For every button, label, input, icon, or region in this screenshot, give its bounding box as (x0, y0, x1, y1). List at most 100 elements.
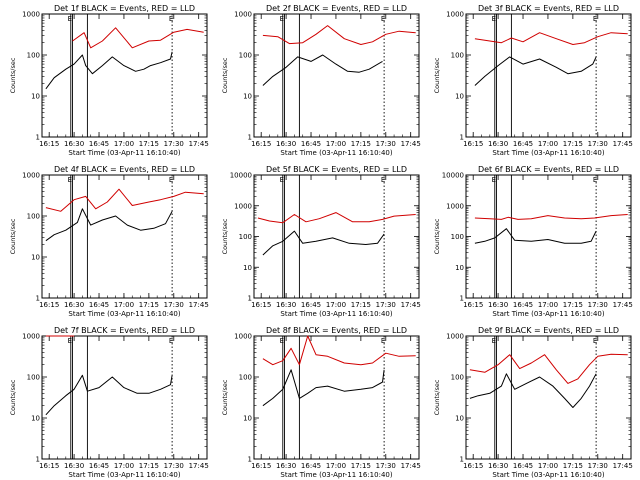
y-axis-label: Counts/sec (221, 218, 229, 254)
x-tick-label: 17:45 (401, 140, 421, 148)
y-tick-label: 100 (239, 374, 252, 382)
y-tick-label: 10000 (230, 172, 252, 180)
x-tick-label: 16:45 (513, 140, 533, 148)
x-axis-label: Start Time (03-Apr-11 16:10:40) (280, 471, 392, 479)
x-tick-label: 17:45 (401, 301, 421, 309)
panel-title: Det 2f BLACK = Events, RED = LLD (266, 4, 407, 13)
x-tick-label: 17:45 (189, 301, 209, 309)
events-series-line (262, 369, 385, 407)
x-tick-label: 16:15 (39, 140, 59, 148)
x-tick-label: 17:15 (139, 301, 159, 309)
x-tick-label: 17:45 (613, 301, 633, 309)
y-tick-label: 1 (248, 295, 252, 303)
y-tick-label: 1 (248, 456, 252, 464)
event-marker-label: E (593, 337, 597, 345)
y-axis-label: Counts/sec (9, 218, 17, 254)
y-axis-label: Counts/sec (9, 379, 17, 415)
x-tick-label: 17:00 (538, 140, 558, 148)
x-tick-label: 17:00 (538, 301, 558, 309)
x-tick-label: 16:45 (513, 462, 533, 470)
lld-series-line (262, 335, 416, 366)
x-tick-label: 17:00 (114, 462, 134, 470)
panel-title: Det 7f BLACK = Events, RED = LLD (54, 326, 195, 335)
y-tick-label: 10 (243, 93, 252, 101)
y-axis-label: Counts/sec (433, 379, 441, 415)
plot-frame (253, 13, 420, 138)
y-tick-label: 1 (248, 134, 252, 142)
x-tick-label: 17:30 (376, 462, 396, 470)
panel-3: Det 3f BLACK = Events, RED = LLD 1 10 100 10… (433, 4, 633, 157)
y-tick-label: 1 (36, 134, 40, 142)
x-tick-label: 16:30 (276, 140, 296, 148)
y-tick-label: 100 (451, 233, 464, 241)
x-axis-label: Start Time (03-Apr-11 16:10:40) (280, 149, 392, 157)
panel-title: Det 9f BLACK = Events, RED = LLD (478, 326, 619, 335)
panel-7: Det 7f BLACK = Events, RED = LLD 1 10 100 10… (9, 326, 209, 479)
x-tick-label: 16:45 (301, 462, 321, 470)
x-tick-label: 17:30 (588, 140, 608, 148)
x-tick-label: 17:00 (326, 140, 346, 148)
y-tick-label: 100 (27, 213, 40, 221)
events-series-line (45, 51, 173, 90)
x-tick-label: 17:00 (326, 462, 346, 470)
x-tick-label: 17:45 (401, 462, 421, 470)
x-tick-label: 16:15 (463, 301, 483, 309)
x-axis-label: Start Time (03-Apr-11 16:10:40) (68, 310, 180, 318)
panel-title: Det 6f BLACK = Events, RED = LLD (478, 165, 619, 174)
event-marker-label: E (68, 337, 72, 345)
events-series-line (469, 373, 597, 408)
y-axis-label: Counts/sec (221, 57, 229, 93)
panel-title: Det 4f BLACK = Events, RED = LLD (54, 165, 195, 174)
y-tick-label: 1000 (446, 202, 464, 210)
event-marker-label: E (280, 176, 284, 184)
y-axis-label: Counts/sec (9, 57, 17, 93)
y-tick-label: 10 (31, 415, 40, 423)
x-tick-label: 16:30 (276, 462, 296, 470)
x-tick-label: 16:30 (488, 462, 508, 470)
event-marker-label: E (492, 176, 496, 184)
x-axis-label: Start Time (03-Apr-11 16:10:40) (492, 149, 604, 157)
x-tick-label: 17:45 (613, 462, 633, 470)
y-axis-label: Counts/sec (221, 379, 229, 415)
event-marker-label: E (280, 15, 284, 23)
lld-series-line (262, 25, 416, 45)
y-tick-label: 10 (31, 254, 40, 262)
y-tick-label: 1000 (234, 333, 252, 341)
plot-frame (41, 13, 208, 138)
x-tick-label: 16:15 (39, 462, 59, 470)
x-tick-label: 16:30 (64, 301, 84, 309)
x-tick-label: 17:30 (164, 462, 184, 470)
plot-frame (253, 174, 420, 299)
y-tick-label: 100 (27, 52, 40, 60)
event-marker-label: E (169, 15, 173, 23)
x-tick-label: 17:30 (164, 140, 184, 148)
x-tick-label: 16:45 (89, 140, 109, 148)
lld-series-line (474, 32, 628, 45)
panel-title: Det 8f BLACK = Events, RED = LLD (266, 326, 407, 335)
y-tick-label: 10 (31, 93, 40, 101)
x-tick-label: 16:45 (89, 462, 109, 470)
plot-frame (41, 174, 208, 299)
x-tick-label: 16:30 (64, 140, 84, 148)
x-tick-label: 16:15 (39, 301, 59, 309)
x-tick-label: 17:15 (139, 462, 159, 470)
x-axis-label: Start Time (03-Apr-11 16:10:40) (492, 471, 604, 479)
lld-series-line (45, 188, 204, 212)
event-marker-label: E (381, 176, 385, 184)
event-marker-label: E (593, 15, 597, 23)
plot-frame (41, 335, 208, 460)
y-tick-label: 100 (239, 52, 252, 60)
y-tick-label: 10000 (442, 172, 464, 180)
events-series-line (45, 208, 173, 242)
y-tick-label: 10 (455, 415, 464, 423)
x-tick-label: 16:30 (488, 301, 508, 309)
panel-title: Det 1f BLACK = Events, RED = LLD (54, 4, 195, 13)
x-tick-label: 17:00 (538, 462, 558, 470)
x-tick-label: 17:15 (351, 140, 371, 148)
x-tick-label: 17:15 (563, 140, 583, 148)
x-tick-label: 17:15 (139, 140, 159, 148)
y-tick-label: 1 (460, 456, 464, 464)
x-tick-label: 16:45 (513, 301, 533, 309)
x-tick-label: 17:00 (114, 301, 134, 309)
